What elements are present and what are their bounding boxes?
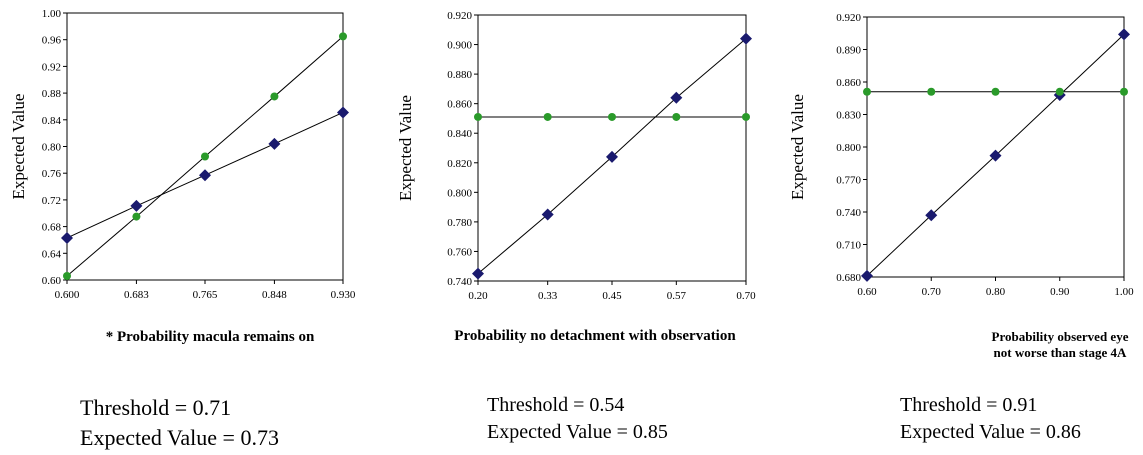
- y-tick-label: 0.710: [836, 240, 861, 252]
- x-tick-label: 0.90: [1050, 286, 1070, 298]
- chart-panel-2: 0.740 0.760 0.780 0.800 0.820 0.840 0.860 0.880…: [380, 0, 770, 455]
- diamond-point: [989, 149, 1002, 162]
- x-tick-label: 0.20: [468, 290, 488, 302]
- y-tick-label: 0.800: [836, 142, 861, 154]
- circle-point: [270, 92, 279, 101]
- y-tick-label: 0.88: [42, 88, 62, 100]
- chart-1-svg: 0.60 0.64 0.68 0.72 0.76 0.80 0.84 0.88 0.92 0.96…: [9, 8, 356, 301]
- chart-3-threshold: Threshold = 0.91: [900, 394, 1038, 416]
- y-tick-label: 0.680: [836, 272, 861, 284]
- x-tick-label: 0.765: [193, 289, 218, 301]
- chart-2-stats: Threshold = 0.54 Expected Value = 0.85: [487, 392, 668, 446]
- y-axis-label: Expected Value: [9, 94, 28, 200]
- circle-point: [927, 87, 936, 96]
- chart-1-expected-value: Expected Value = 0.73: [80, 424, 279, 450]
- circle-point: [742, 112, 750, 121]
- diamond-point: [337, 106, 349, 119]
- chart-2-threshold: Threshold = 0.54: [487, 394, 625, 416]
- chart-3-xlabel: Probability observed eye not worse than …: [991, 329, 1129, 360]
- diamond-point: [268, 137, 281, 150]
- x-tick-label: 0.848: [262, 289, 287, 301]
- x-tick-label: 1.00: [1114, 286, 1134, 298]
- diamond-point: [740, 32, 752, 45]
- x-tick-label: 0.57: [667, 290, 687, 302]
- x-tick-label: 0.930: [331, 289, 356, 301]
- y-tick-label: 0.860: [447, 99, 472, 111]
- circle-point: [608, 112, 616, 121]
- y-tick-label: 0.92: [42, 61, 61, 73]
- y-tick-label: 0.96: [42, 35, 62, 47]
- circle-point: [863, 87, 871, 96]
- y-tick-label: 0.920: [836, 12, 861, 24]
- y-tick-label: 0.800: [447, 187, 472, 199]
- circle-point: [201, 152, 209, 161]
- y-axis-label: Expected Value: [396, 95, 415, 201]
- circle-point: [991, 87, 1000, 96]
- y-tick-label: 0.890: [836, 45, 861, 57]
- x-tick-label: 0.683: [124, 289, 149, 301]
- y-tick-label: 0.880: [447, 69, 472, 81]
- x-tick-label: 0.33: [538, 290, 558, 302]
- y-tick-label: 0.80: [42, 142, 62, 154]
- diamond-point: [472, 267, 484, 280]
- y-tick-label: 0.830: [836, 110, 861, 122]
- x-tick-label: 0.60: [857, 286, 877, 298]
- circle-point: [132, 212, 141, 221]
- y-tick-label: 0.900: [447, 40, 472, 52]
- chart-3-expected-value: Expected Value = 0.86: [900, 421, 1081, 443]
- x-tick-label: 0.70: [922, 286, 942, 298]
- y-tick-label: 0.72: [42, 195, 61, 207]
- circle-point: [339, 32, 347, 41]
- y-axis-label: Expected Value: [788, 94, 807, 200]
- y-tick-label: 0.860: [836, 77, 861, 89]
- y-tick-label: 0.840: [447, 128, 472, 140]
- chart-3-svg: 0.680 0.710 0.740 0.770 0.800 0.830 0.860 0.890…: [788, 12, 1134, 298]
- chart-1-stats: Threshold = 0.71 Expected Value = 0.73: [80, 393, 279, 452]
- diamond-point: [925, 209, 938, 222]
- diamond-point: [670, 91, 683, 104]
- y-tick-label: 0.820: [447, 158, 472, 170]
- x-tick-label: 0.45: [602, 290, 622, 302]
- chart-1-xlabel: * Probability macula remains on: [105, 329, 315, 345]
- plot-frame: [866, 16, 1125, 278]
- chart-2-expected-value: Expected Value = 0.85: [487, 421, 668, 443]
- plot-frame: [477, 14, 747, 282]
- y-tick-label: 0.760: [447, 246, 472, 258]
- y-tick-label: 1.00: [42, 8, 62, 20]
- y-tick-label: 0.780: [447, 217, 472, 229]
- diamond-point: [130, 199, 143, 212]
- y-tick-label: 0.740: [836, 207, 861, 219]
- y-tick-label: 0.770: [836, 175, 861, 187]
- diamond-point: [606, 150, 618, 163]
- chart-2-svg: 0.740 0.760 0.780 0.800 0.820 0.840 0.860 0.880…: [396, 10, 756, 302]
- circle-point: [63, 271, 71, 280]
- circle-point: [1055, 87, 1064, 96]
- diamond-point: [61, 231, 73, 244]
- x-tick-label: 0.70: [736, 290, 756, 302]
- y-tick-label: 0.84: [42, 115, 62, 127]
- diamond-point: [199, 169, 211, 182]
- y-tick-label: 0.60: [42, 275, 62, 287]
- y-tick-label: 0.740: [447, 276, 472, 288]
- y-tick-label: 0.920: [447, 10, 472, 22]
- x-tick-label: 0.600: [55, 289, 80, 301]
- y-tick-label: 0.64: [42, 248, 62, 260]
- y-tick-label: 0.76: [42, 168, 62, 180]
- circle-point: [1120, 87, 1128, 96]
- x-tick-label: 0.80: [986, 286, 1006, 298]
- diamond-point: [861, 269, 873, 282]
- circle-point: [672, 112, 681, 121]
- chart-panel-3: 0.680 0.710 0.740 0.770 0.800 0.830 0.860 0.890…: [770, 0, 1143, 455]
- chart-2-xlabel: Probability no detachment with observati…: [454, 328, 736, 344]
- diamond-point: [1118, 28, 1130, 41]
- y-tick-label: 0.68: [42, 222, 62, 234]
- circle-point: [474, 112, 482, 121]
- diamond-point: [541, 208, 554, 221]
- chart-1-threshold: Threshold = 0.71: [80, 395, 232, 420]
- chart-panel-1: 0.60 0.64 0.68 0.72 0.76 0.80 0.84 0.88 0.92 0.96…: [0, 0, 380, 455]
- circle-point: [543, 112, 552, 121]
- chart-3-stats: Threshold = 0.91 Expected Value = 0.86: [900, 392, 1081, 446]
